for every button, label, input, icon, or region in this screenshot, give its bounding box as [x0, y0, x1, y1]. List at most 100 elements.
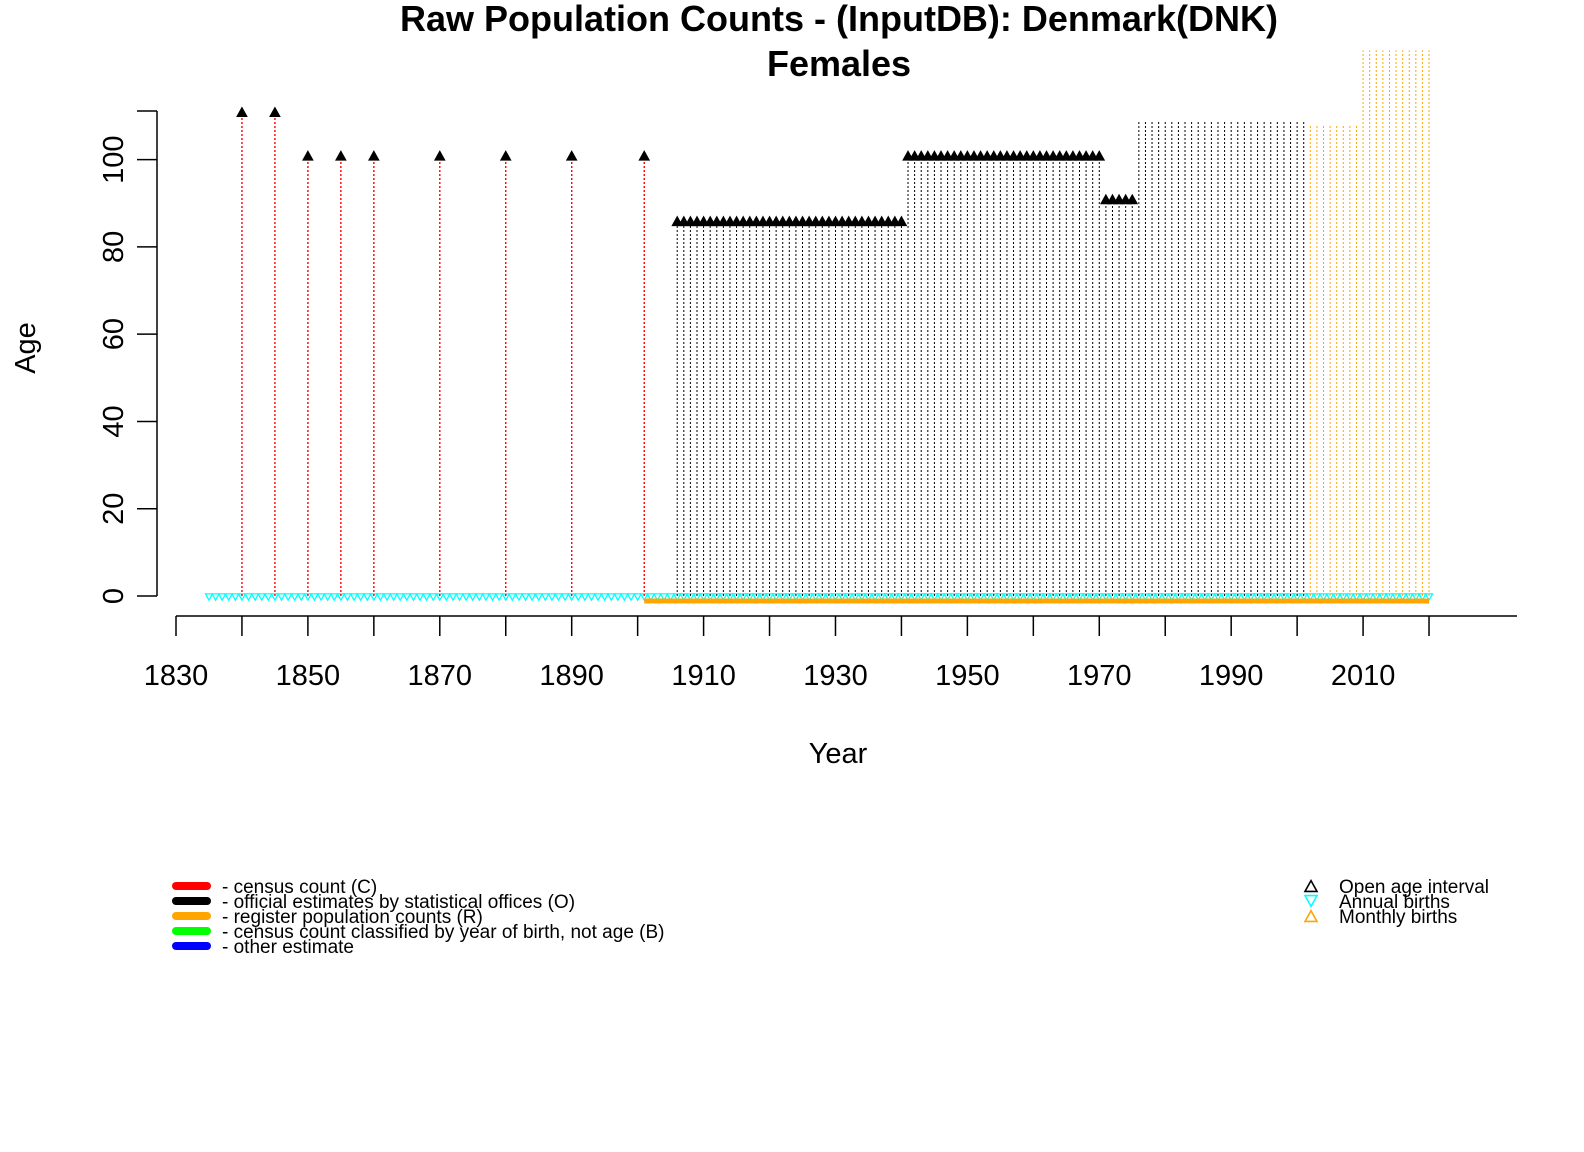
x-axis-title: Year: [809, 738, 868, 770]
annual-births-marker: [613, 593, 623, 602]
annual-births-marker: [1048, 593, 1058, 602]
annual-births-marker: [1338, 593, 1348, 602]
annual-births-marker: [316, 593, 326, 602]
annual-births-marker: [659, 593, 669, 602]
annual-births-marker: [1055, 593, 1065, 602]
annual-births-marker: [402, 593, 412, 602]
annual-births-marker: [329, 593, 339, 602]
annual-births-marker: [375, 593, 386, 602]
annual-births-marker: [474, 593, 484, 602]
annual-births-marker: [1424, 593, 1434, 602]
annual-births-marker: [389, 593, 399, 602]
y-tick-label: 60: [98, 318, 130, 350]
annual-births-marker: [1285, 593, 1296, 602]
annual-births-marker: [1325, 593, 1335, 602]
annual-births-marker: [1101, 593, 1111, 602]
annual-births-marker: [448, 593, 458, 602]
annual-births-marker: [1246, 593, 1256, 602]
y-tick-label: 100: [98, 135, 130, 183]
annual-births-marker: [1233, 593, 1243, 602]
annual-births-marker: [1160, 593, 1170, 602]
open-age-marker: [302, 150, 314, 161]
annual-births-marker: [283, 593, 293, 602]
annual-births-marker: [1272, 593, 1282, 602]
annual-births-marker: [514, 593, 524, 602]
annual-births-marker: [639, 593, 649, 602]
annual-births-marker: [712, 593, 722, 602]
legend-label: - register population counts (R): [222, 907, 483, 928]
annual-births-marker: [1167, 593, 1177, 602]
annual-births-marker: [290, 593, 300, 602]
annual-births-marker: [230, 593, 240, 602]
x-tick-label: 1930: [803, 660, 868, 692]
annual-births-marker: [553, 593, 564, 602]
annual-births-marker: [758, 593, 768, 602]
legend-symbol: [1303, 878, 1319, 893]
annual-births-marker: [1154, 593, 1164, 602]
annual-births-marker: [1008, 593, 1019, 602]
annual-births-marker: [698, 593, 709, 602]
open-age-marker: [1093, 150, 1106, 161]
annual-births-marker: [1305, 593, 1315, 602]
annual-births-marker: [778, 593, 788, 602]
annual-births-marker: [237, 593, 247, 602]
annual-births-marker: [1081, 593, 1091, 602]
annual-births-marker: [1088, 593, 1098, 602]
annual-births-marker: [1187, 593, 1197, 602]
open-age-marker: [367, 150, 380, 161]
annual-births-marker: [1035, 593, 1045, 602]
annual-births-marker: [764, 593, 775, 602]
annual-births-marker: [1015, 593, 1025, 602]
annual-births-marker: [619, 593, 630, 602]
annual-births-marker: [850, 593, 860, 602]
annual-births-marker: [567, 593, 577, 602]
annual-births-marker: [428, 593, 438, 602]
annual-births-marker: [857, 593, 867, 602]
annual-births-marker: [962, 593, 972, 602]
annual-births-marker: [1180, 593, 1190, 602]
annual-births-marker: [956, 593, 966, 602]
annual-births-marker: [1002, 593, 1012, 602]
annual-births-marker: [243, 593, 254, 602]
annual-births-marker: [1074, 593, 1085, 602]
annual-births-marker: [1391, 593, 1401, 602]
open-age-marker: [895, 215, 908, 227]
legend-label: - other estimate: [222, 937, 354, 958]
legend-label: - census count (C): [222, 877, 377, 898]
annual-births-marker: [468, 593, 478, 602]
annual-births-marker: [349, 593, 359, 602]
annual-births-marker: [1173, 593, 1184, 602]
annual-births-marker: [224, 593, 234, 602]
annual-births-marker: [560, 593, 570, 602]
legend-symbol: [1303, 894, 1319, 909]
annual-births-marker: [276, 593, 287, 602]
annual-births-marker: [1193, 593, 1203, 602]
annual-births-marker: [303, 593, 313, 602]
annual-births-marker: [1147, 593, 1157, 602]
annual-births-marker: [507, 593, 517, 602]
annual-births-marker: [883, 593, 893, 602]
annual-births-marker: [949, 593, 959, 602]
annual-births-marker: [1365, 593, 1375, 602]
annual-births-marker: [646, 593, 656, 602]
annual-births-marker: [415, 593, 425, 602]
annual-births-marker: [362, 593, 372, 602]
y-tick-label: 0: [98, 588, 130, 604]
annual-births-marker: [336, 593, 346, 602]
annual-births-marker: [1398, 593, 1408, 602]
annual-births-marker: [877, 593, 887, 602]
annual-births-marker: [454, 593, 465, 602]
annual-births-marker: [797, 593, 808, 602]
annual-births-marker: [369, 593, 379, 602]
annual-births-marker: [1200, 593, 1210, 602]
annual-births-marker: [916, 593, 926, 602]
annual-births-marker: [204, 593, 214, 602]
annual-births-marker: [1292, 593, 1302, 602]
annual-births-marker: [692, 593, 702, 602]
x-tick-label: 1910: [671, 660, 736, 692]
legend-label: Open age interval: [1339, 877, 1489, 898]
annual-births-marker: [923, 593, 933, 602]
annual-births-marker: [982, 593, 992, 602]
annual-births-marker: [718, 593, 728, 602]
